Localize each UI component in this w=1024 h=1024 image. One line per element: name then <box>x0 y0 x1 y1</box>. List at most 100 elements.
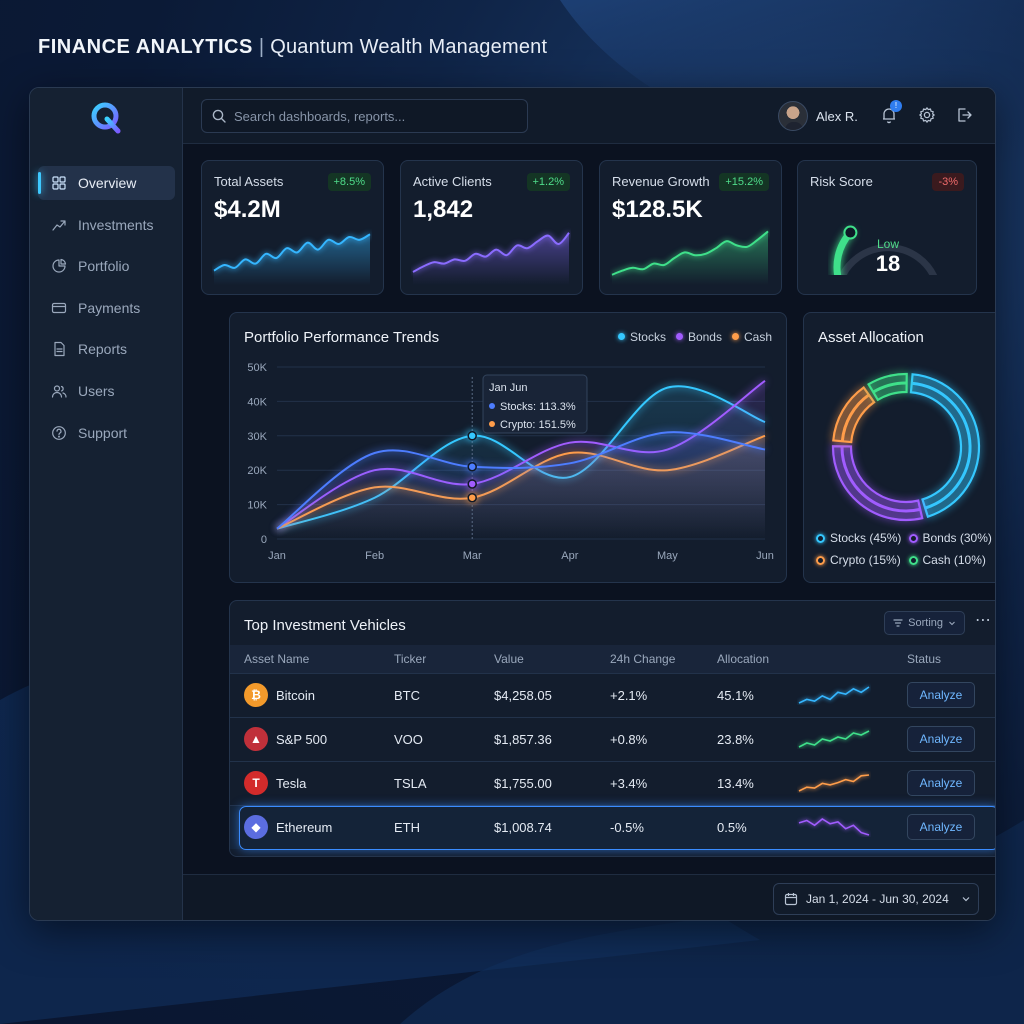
analyze-button[interactable]: Analyze <box>907 726 975 752</box>
search-box[interactable] <box>201 99 528 133</box>
topbar: Alex R. ! <box>183 88 995 144</box>
allocation-legend-label: Stocks (45%) <box>830 531 902 545</box>
column-header[interactable] <box>797 645 907 673</box>
table-row[interactable]: ▲ S&P 500 VOO $1,857.36 +0.8% 23.8% Analyze <box>230 716 995 761</box>
row-sparkline <box>798 817 870 836</box>
table-row[interactable]: ◆ Ethereum ETH $1,008.74 -0.5% 0.5% Analyze <box>230 804 995 849</box>
investments-table: Asset Name Ticker Value 24h Change Allocatio… <box>230 645 995 849</box>
performance-chart: 0 10K 20K 30K 40K 50K Jan Feb Mar Apr May Jun Jan Ju… <box>247 362 773 562</box>
sidebar-item-label: Users <box>78 382 115 399</box>
notification-badge: ! <box>890 100 902 112</box>
allocation-title: Asset Allocation <box>818 329 924 346</box>
asset-name: Ethereum <box>276 819 333 835</box>
sidebar-item-portfolio[interactable]: Portfolio <box>38 249 175 283</box>
user-name: Alex R. <box>816 108 858 124</box>
kpi-sparkline <box>611 230 769 285</box>
performance-card: 0 10K 20K 30K 40K 50K Jan Feb Mar Apr May Jun Jan Ju… <box>229 312 787 583</box>
more-options-button[interactable]: ⋯ <box>971 611 995 635</box>
sidebar-item-label: Reports <box>78 341 128 358</box>
asset-name: Tesla <box>276 775 307 791</box>
chevron-down-icon <box>962 897 970 902</box>
analyze-button[interactable]: Analyze <box>907 814 975 841</box>
sidebar-item-investments[interactable]: Investments <box>38 208 175 242</box>
chart-tooltip: Jan Jun Stocks: 113.3% Crypto: 151.5% <box>482 374 588 434</box>
settings-button[interactable] <box>916 104 938 126</box>
avatar[interactable] <box>778 101 808 131</box>
date-range-label: Jan 1, 2024 - Jun 30, 2024 <box>806 892 949 906</box>
column-header[interactable]: Asset Name <box>230 645 394 673</box>
kpi-card-revenue-growth[interactable]: Revenue Growth +15.2% $128.5K <box>599 160 782 295</box>
q-logo-icon[interactable] <box>88 100 124 136</box>
notifications-button[interactable]: ! <box>878 100 902 126</box>
gauge-track <box>838 244 938 275</box>
y-tick-label: 20K <box>247 465 267 477</box>
logout-button[interactable] <box>953 104 975 126</box>
legend-item-stocks[interactable]: Stocks <box>608 330 666 344</box>
allocation-pct: 45.1% <box>717 672 797 717</box>
allocation-legend-row: Crypto (15%) Cash (10%) <box>816 553 995 567</box>
sidebar-item-users[interactable]: Users <box>38 374 175 408</box>
kpi-card-total-assets[interactable]: Total Assets +8.5% $4.2M <box>201 160 384 295</box>
sidebar-item-support[interactable]: Support <box>38 416 175 450</box>
donut-slice-cash <box>872 381 907 394</box>
legend-ring <box>908 555 918 565</box>
allocation-pct: 13.4% <box>717 760 797 805</box>
kpi-sparkline <box>213 233 371 285</box>
donut-slice-stocks <box>911 381 972 510</box>
legend-ring <box>816 555 825 565</box>
legend-ring <box>816 533 825 543</box>
filter-icon <box>893 619 903 627</box>
column-header[interactable]: Allocation <box>717 645 797 673</box>
page-title: FINANCE ANALYTICS | Quantum Wealth Managem… <box>38 36 547 59</box>
analyze-button[interactable]: Analyze <box>907 682 975 708</box>
y-tick-label: 50K <box>247 362 267 374</box>
hover-point <box>467 462 477 472</box>
gear-icon <box>919 107 935 123</box>
kpi-change-badge: +8.5% <box>327 173 371 191</box>
donut-slice-outline <box>831 445 924 522</box>
user-menu[interactable]: Alex R. <box>778 101 858 131</box>
sparkline-line <box>213 233 371 272</box>
sidebar-item-reports[interactable]: Reports <box>38 332 175 366</box>
kpi-title: Risk Score <box>810 174 873 189</box>
allocation-donut <box>831 372 981 522</box>
kpi-value: $128.5K <box>612 196 703 223</box>
column-header[interactable]: Value <box>494 645 610 673</box>
sidebar-item-label: Overview <box>78 175 137 191</box>
sort-button[interactable]: Sorting <box>884 611 965 635</box>
kpi-card-active-clients[interactable]: Active Clients +1.2% 1,842 <box>400 160 583 295</box>
performance-title: Portfolio Performance Trends <box>244 329 440 346</box>
date-range-picker[interactable]: Jan 1, 2024 - Jun 30, 2024 <box>773 883 979 915</box>
row-sparkline-line <box>798 817 870 836</box>
column-header[interactable]: Status <box>907 645 995 673</box>
kpi-card-risk-score[interactable]: Risk Score -3% Low 18 <box>797 160 977 295</box>
hover-point <box>467 431 477 441</box>
sidebar: Overview Investments Portfolio Payments Repo… <box>30 88 183 920</box>
search-input[interactable] <box>234 108 504 124</box>
tooltip-line: Crypto: 151.5% <box>500 419 576 431</box>
x-tick-label: Mar <box>463 550 482 562</box>
allocation-pct: 0.5% <box>717 804 797 849</box>
chevron-down-icon <box>949 621 955 626</box>
hover-point <box>467 479 477 489</box>
x-tick-label: Jan <box>268 550 286 562</box>
table-row[interactable]: ₿ Bitcoin BTC $4,258.05 +2.1% 45.1% Analyze <box>230 672 995 717</box>
legend-dot <box>731 333 739 341</box>
allocation-legend-label: Bonds (30%) <box>922 531 992 545</box>
tooltip-line: Stocks: 113.3% <box>500 401 576 413</box>
grid-icon <box>50 174 68 192</box>
sparkline-area <box>413 232 569 285</box>
donut-slice-outline <box>867 372 908 402</box>
column-header[interactable]: Ticker <box>394 645 494 673</box>
legend-label: Stocks <box>629 330 666 344</box>
column-header[interactable]: 24h Change <box>610 645 717 673</box>
sidebar-item-overview[interactable]: Overview <box>38 166 175 200</box>
legend-item-cash[interactable]: Cash <box>722 330 772 344</box>
table-row[interactable]: T Tesla TSLA $1,755.00 +3.4% 13.4% Analyze <box>230 760 995 805</box>
bell-icon <box>883 108 895 124</box>
legend-item-bonds[interactable]: Bonds <box>666 330 722 344</box>
sidebar-item-payments[interactable]: Payments <box>38 291 175 325</box>
allocation-legend-item: Crypto (15%) <box>816 553 909 567</box>
calendar-icon <box>784 893 798 906</box>
analyze-button[interactable]: Analyze <box>907 770 975 796</box>
